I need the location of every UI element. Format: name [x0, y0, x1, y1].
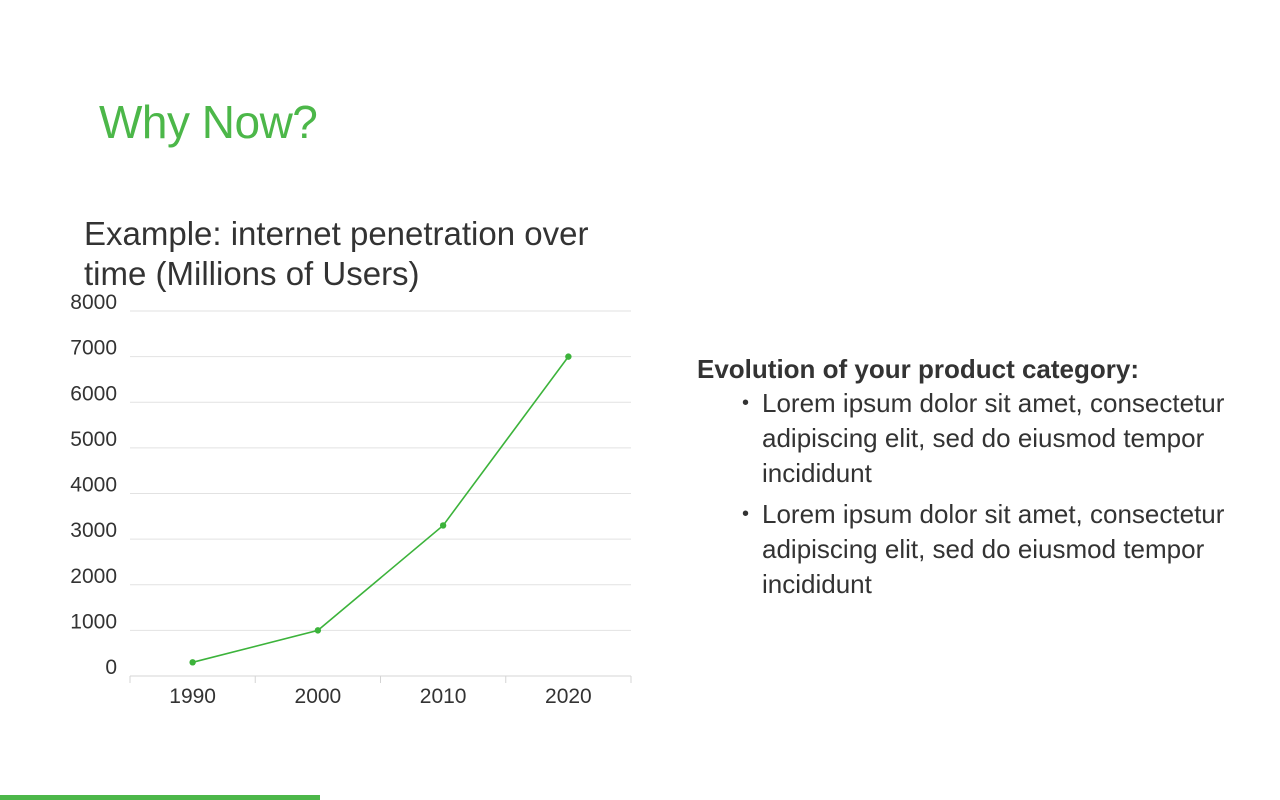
chart-gridlines [130, 310, 631, 631]
bullet-dot-icon: • [742, 503, 750, 525]
chart-data-point [314, 627, 322, 634]
bullet-text: Lorem ipsum dolor sit amet, consectetur … [762, 388, 1225, 488]
chart-y-tick-label: 4000 [70, 474, 117, 497]
chart-y-tick-labels: 0 1000 2000 3000 4000 5000 6000 7000 8000 [70, 291, 117, 679]
chart-title: Example: internet penetration over time … [84, 215, 589, 292]
slide-title: Why Now? [99, 96, 318, 148]
panel-heading: Evolution of your product category: [697, 354, 1140, 384]
bullet-item: • Lorem ipsum dolor sit amet, consectetu… [742, 386, 1257, 491]
bullet-item: • Lorem ipsum dolor sit amet, consectetu… [742, 497, 1257, 602]
line-chart: 0 1000 2000 3000 4000 5000 6000 7000 8000 1990 20… [70, 291, 632, 708]
chart-x-axis [129, 675, 632, 683]
chart-x-tick-label: 2000 [295, 685, 342, 708]
chart-y-tick-label: 8000 [70, 291, 117, 314]
chart-data-point [189, 659, 196, 666]
chart-data-point [565, 353, 572, 360]
chart-data-point [439, 522, 447, 529]
chart-x-tick-labels: 1990 2000 2010 2020 [169, 685, 591, 708]
bullet-dot-icon: • [742, 392, 750, 414]
chart-y-tick-label: 3000 [70, 519, 117, 542]
chart-y-tick-label: 1000 [70, 610, 117, 633]
chart-series-line [192, 356, 570, 664]
chart-y-tick-label: 0 [105, 656, 117, 679]
chart-x-tick-label: 2020 [545, 685, 592, 708]
right-panel: Evolution of your product category: • Lo… [697, 352, 1257, 608]
chart-x-tick-label: 2010 [420, 685, 467, 708]
chart-series [189, 353, 572, 666]
chart-y-tick-label: 7000 [70, 337, 117, 360]
bullet-text: Lorem ipsum dolor sit amet, consectetur … [762, 499, 1225, 599]
chart-y-tick-label: 5000 [70, 428, 117, 451]
bottom-accent-bar [0, 795, 320, 800]
chart-x-tick-label: 1990 [169, 685, 216, 708]
chart-y-tick-label: 6000 [70, 382, 117, 405]
chart-y-tick-label: 2000 [70, 565, 117, 588]
bullet-list: • Lorem ipsum dolor sit amet, consectetu… [697, 386, 1257, 602]
